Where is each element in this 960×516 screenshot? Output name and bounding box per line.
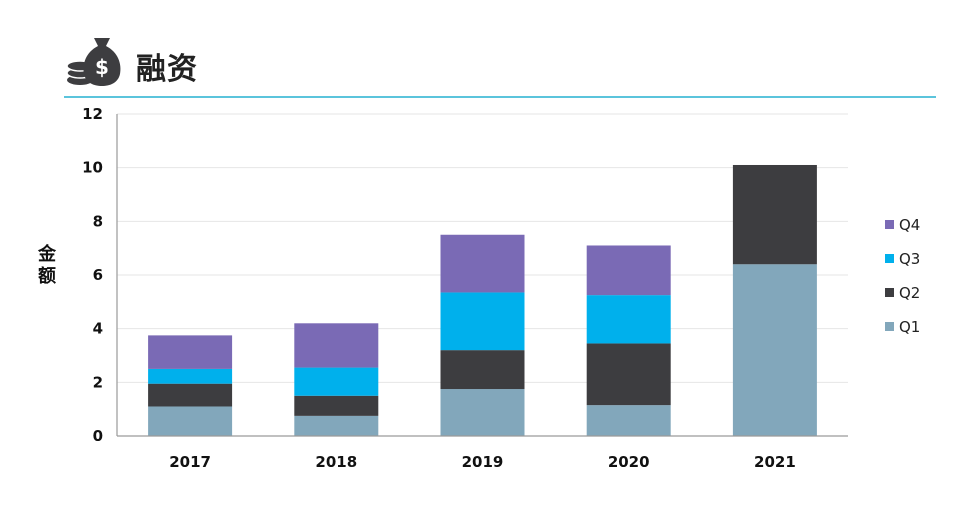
bars xyxy=(148,164,817,436)
legend-swatch-q2 xyxy=(885,288,894,297)
bar-2018-q1 xyxy=(294,415,379,436)
x-tick-label-2021: 2021 xyxy=(754,453,796,471)
y-tick-label: 10 xyxy=(82,159,103,177)
bar-2018-q4 xyxy=(294,323,379,368)
bar-2019-q1 xyxy=(440,389,525,436)
svg-text:$: $ xyxy=(95,55,109,79)
x-tick-label-2019: 2019 xyxy=(462,453,504,471)
legend: Q4 Q3 Q2 Q1 xyxy=(885,216,920,336)
bar-2020-q2 xyxy=(586,343,671,406)
bar-2020-q4 xyxy=(586,245,671,296)
y-tick-label: 6 xyxy=(93,266,103,284)
money-bag-coins-icon: $ xyxy=(66,38,121,86)
y-axis-title: 金额 xyxy=(37,243,57,287)
bar-2019-q2 xyxy=(440,350,525,390)
y-tick-labels: 0 2 4 6 8 10 12 xyxy=(82,105,103,445)
y-tick-label: 4 xyxy=(93,320,103,338)
bar-2019-q4 xyxy=(440,234,525,293)
bar-2021-q2 xyxy=(732,164,817,265)
bar-2017-q2 xyxy=(148,383,233,407)
x-tick-labels: 2017 2018 2019 2020 2021 xyxy=(169,453,796,471)
legend-label-q3: Q3 xyxy=(899,250,920,268)
bar-2020-q3 xyxy=(586,295,671,344)
bar-2017-q4 xyxy=(148,335,233,369)
x-tick-label-2020: 2020 xyxy=(608,453,650,471)
page-title: 融资 xyxy=(136,52,198,87)
bar-2021-q1 xyxy=(732,264,817,436)
legend-label-q2: Q2 xyxy=(899,284,920,302)
x-tick-label-2017: 2017 xyxy=(169,453,211,471)
axes xyxy=(116,114,848,437)
header-divider xyxy=(64,96,936,98)
legend-swatch-q3 xyxy=(885,254,894,263)
bar-2017-q1 xyxy=(148,406,233,436)
bar-2020-q1 xyxy=(586,405,671,436)
legend-label-q1: Q1 xyxy=(899,318,920,336)
bar-2018-q2 xyxy=(294,395,379,416)
legend-swatch-q1 xyxy=(885,322,894,331)
bar-2019-q3 xyxy=(440,292,525,351)
bar-2017-q3 xyxy=(148,368,233,384)
y-tick-label: 2 xyxy=(93,373,103,391)
bar-2018-q3 xyxy=(294,367,379,396)
y-tick-label: 0 xyxy=(93,427,103,445)
y-tick-label: 8 xyxy=(93,212,103,230)
legend-swatch-q4 xyxy=(885,220,894,229)
y-tick-label: 12 xyxy=(82,105,103,123)
x-tick-label-2018: 2018 xyxy=(315,453,357,471)
legend-label-q4: Q4 xyxy=(899,216,920,234)
